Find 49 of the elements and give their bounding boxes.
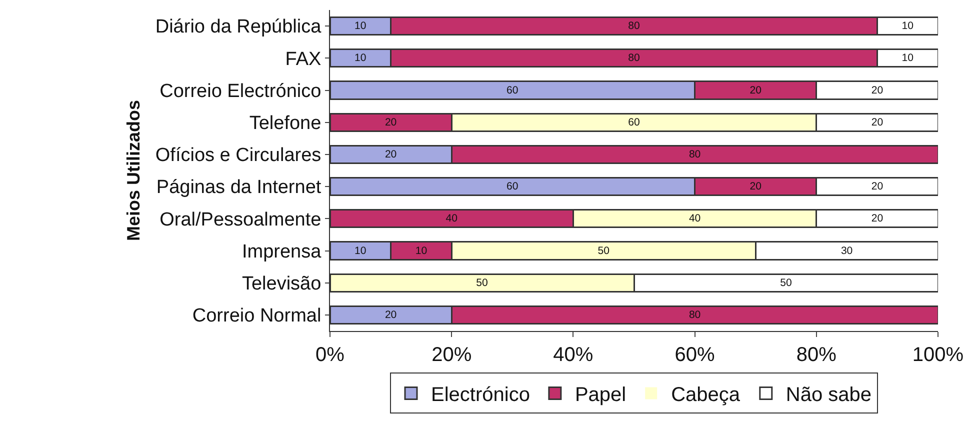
x-tick-label: 20% bbox=[432, 344, 472, 366]
data-label: 20 bbox=[871, 84, 884, 96]
legend-label: Papel bbox=[574, 384, 626, 406]
data-label: 30 bbox=[840, 244, 853, 257]
data-label: 10 bbox=[902, 20, 914, 32]
data-label: 10 bbox=[354, 20, 366, 32]
x-tick-label: 100% bbox=[912, 344, 964, 366]
data-label: 10 bbox=[354, 52, 366, 64]
x-tick-label: 60% bbox=[674, 344, 716, 366]
x-tick-label: 0% bbox=[316, 344, 345, 366]
data-label: 60 bbox=[628, 116, 640, 128]
y-tick-label: Imprensa bbox=[242, 241, 322, 262]
data-label: 50 bbox=[598, 244, 610, 257]
y-tick-label: Páginas da Internet bbox=[156, 177, 322, 198]
data-label: 10 bbox=[354, 244, 366, 257]
y-tick-label: Diário da República bbox=[155, 16, 322, 38]
legend-label: Electrónico bbox=[431, 384, 530, 406]
x-tick-label: 40% bbox=[553, 344, 594, 366]
data-label: 80 bbox=[628, 52, 640, 64]
data-label: 20 bbox=[750, 84, 762, 96]
data-label: 20 bbox=[871, 180, 884, 193]
legend-label: Não sabe bbox=[786, 384, 872, 406]
data-label: 50 bbox=[476, 276, 488, 289]
data-label: 40 bbox=[446, 212, 458, 225]
data-label: 10 bbox=[902, 52, 914, 64]
y-tick-label: FAX bbox=[285, 48, 322, 70]
data-label: 20 bbox=[871, 212, 884, 225]
data-label: 20 bbox=[871, 116, 884, 128]
y-axis-title: Meios Utilizados bbox=[124, 100, 144, 242]
data-label: 20 bbox=[384, 116, 397, 128]
data-label: 20 bbox=[750, 180, 762, 193]
data-label: 20 bbox=[384, 148, 397, 161]
data-label: 40 bbox=[688, 212, 701, 225]
data-label: 20 bbox=[384, 309, 397, 322]
y-tick-label: Telefone bbox=[249, 113, 322, 134]
data-label: 10 bbox=[415, 244, 428, 257]
y-tick-label: Televisão bbox=[242, 274, 322, 294]
legend-label: Cabeça bbox=[671, 384, 741, 406]
y-tick-label: Oral/Pessoalmente bbox=[160, 209, 322, 230]
x-tick-label: 80% bbox=[796, 344, 837, 366]
data-label: 50 bbox=[780, 276, 792, 289]
data-label: 80 bbox=[628, 20, 640, 32]
data-label: 60 bbox=[506, 84, 518, 96]
y-tick-label: Correio Electrónico bbox=[160, 80, 322, 102]
data-label: 80 bbox=[688, 148, 701, 161]
y-tick-label: Ofícios e Circulares bbox=[155, 145, 322, 166]
data-label: 80 bbox=[688, 309, 701, 322]
data-label: 60 bbox=[506, 180, 518, 193]
y-tick-label: Correio Normal bbox=[192, 306, 322, 327]
